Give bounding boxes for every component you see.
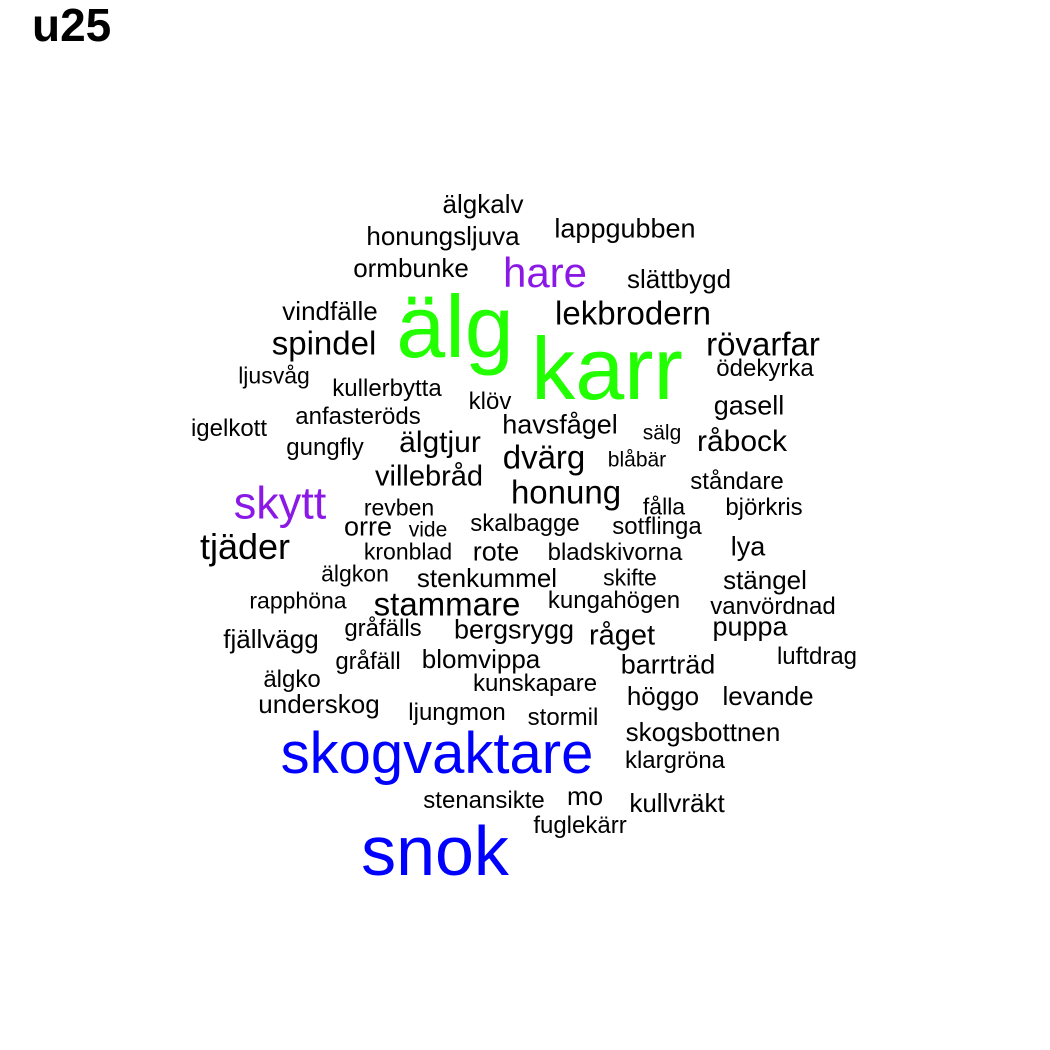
word-orre: orre (343, 511, 393, 542)
word-luftdrag: luftdrag (776, 643, 858, 670)
word-salg: sälg (642, 421, 682, 445)
word-spindel: spindel (271, 324, 377, 362)
word-klargrona: klargröna (624, 747, 726, 774)
word-levande: levande (722, 681, 814, 711)
word-gasell: gasell (713, 390, 785, 421)
word-skogvaktare: skogvaktare (280, 721, 594, 786)
word-vide: vide (408, 518, 448, 542)
word-anfasterods: anfasteröds (295, 403, 421, 430)
word-vindfalle: vindfälle (282, 296, 378, 326)
word-lappgubben: lappgubben (554, 213, 696, 244)
word-ljungmon: ljungmon (408, 699, 506, 726)
word-skytt: skytt (233, 477, 327, 529)
word-vanvordnad: vanvördnad (710, 593, 836, 620)
word-underskog: underskog (258, 689, 380, 719)
word-stormil: stormil (527, 704, 599, 731)
word-honung: honung (510, 473, 622, 511)
word-fuglekarr: fuglekärr (533, 812, 627, 839)
word-hoggo: höggo (626, 681, 700, 711)
word-tjader: tjäder (199, 526, 291, 567)
word-blabar: blåbär (607, 448, 667, 472)
word-kungahogen: kungahögen (547, 587, 681, 614)
word-rapphona: rapphöna (249, 587, 347, 614)
word-klov: klöv (468, 388, 512, 415)
word-kullvrakt: kullvräkt (629, 788, 725, 818)
word-stammare: stammare (373, 585, 521, 623)
word-hare: hare (502, 249, 588, 296)
word-standare: ståndare (690, 468, 784, 495)
word-grafalls: gråfälls (344, 615, 422, 642)
word-ljusvag: ljusvåg (238, 362, 310, 389)
word-revben: revben (363, 494, 435, 521)
word-lekbrodern: lekbrodern (555, 294, 711, 332)
word-igelkott: igelkott (190, 415, 268, 442)
word-algtjur: älgtjur (399, 426, 481, 459)
word-lya: lya (730, 531, 766, 562)
word-skifte: skifte (603, 564, 657, 591)
word-alg: älg (396, 277, 514, 376)
word-mo: mo (566, 781, 604, 811)
word-algko: älgko (263, 666, 321, 693)
word-stenkummel: stenkummel (416, 563, 558, 593)
word-gungfly: gungfly (286, 434, 364, 461)
word-falla: fålla (642, 493, 686, 520)
word-snok: snok (361, 812, 509, 890)
word-kunskapare: kunskapare (472, 670, 598, 697)
word-dvarg: dvärg (502, 438, 586, 476)
word-rovarfar: rövarfar (706, 325, 820, 363)
word-grafall: gråfäll (335, 648, 401, 675)
word-odekyrka: ödekyrka (716, 355, 814, 382)
word-karr: karr (531, 319, 683, 418)
word-bjorkris: björkris (725, 494, 803, 521)
word-havsfagel: havsfågel (502, 409, 618, 440)
word-stenansikte: stenansikte (423, 787, 545, 814)
word-algkon: älgkon (321, 560, 389, 587)
word-stangel: stängel (723, 565, 807, 595)
word-kullerbytta: kullerbytta (332, 375, 442, 402)
word-barrtrad: barrträd (620, 649, 716, 680)
word-skalbagge: skalbagge (470, 510, 580, 537)
word-blomvippa: blomvippa (421, 644, 541, 674)
word-bergsrygg: bergsrygg (453, 614, 575, 645)
chart-title: u25 (32, 0, 112, 51)
word-bladskivorna: bladskivorna (547, 539, 683, 566)
word-rabock: råbock (696, 425, 788, 458)
word-sotflinga: sotflinga (612, 513, 702, 540)
word-villebrad: villebråd (375, 460, 483, 493)
word-puppa: puppa (712, 611, 788, 642)
word-raget: råget (588, 619, 656, 652)
word-slattbygd: slättbygd (626, 264, 732, 294)
word-ormbunke: ormbunke (353, 253, 469, 283)
word-skogsbottnen: skogsbottnen (625, 717, 781, 747)
word-rote: rote (472, 536, 520, 567)
word-kronblad: kronblad (363, 538, 453, 565)
word-honungsljuva: honungsljuva (366, 221, 520, 251)
word-algkalv: älgkalv (442, 189, 524, 219)
word-fjallvagg: fjällvägg (223, 624, 319, 654)
